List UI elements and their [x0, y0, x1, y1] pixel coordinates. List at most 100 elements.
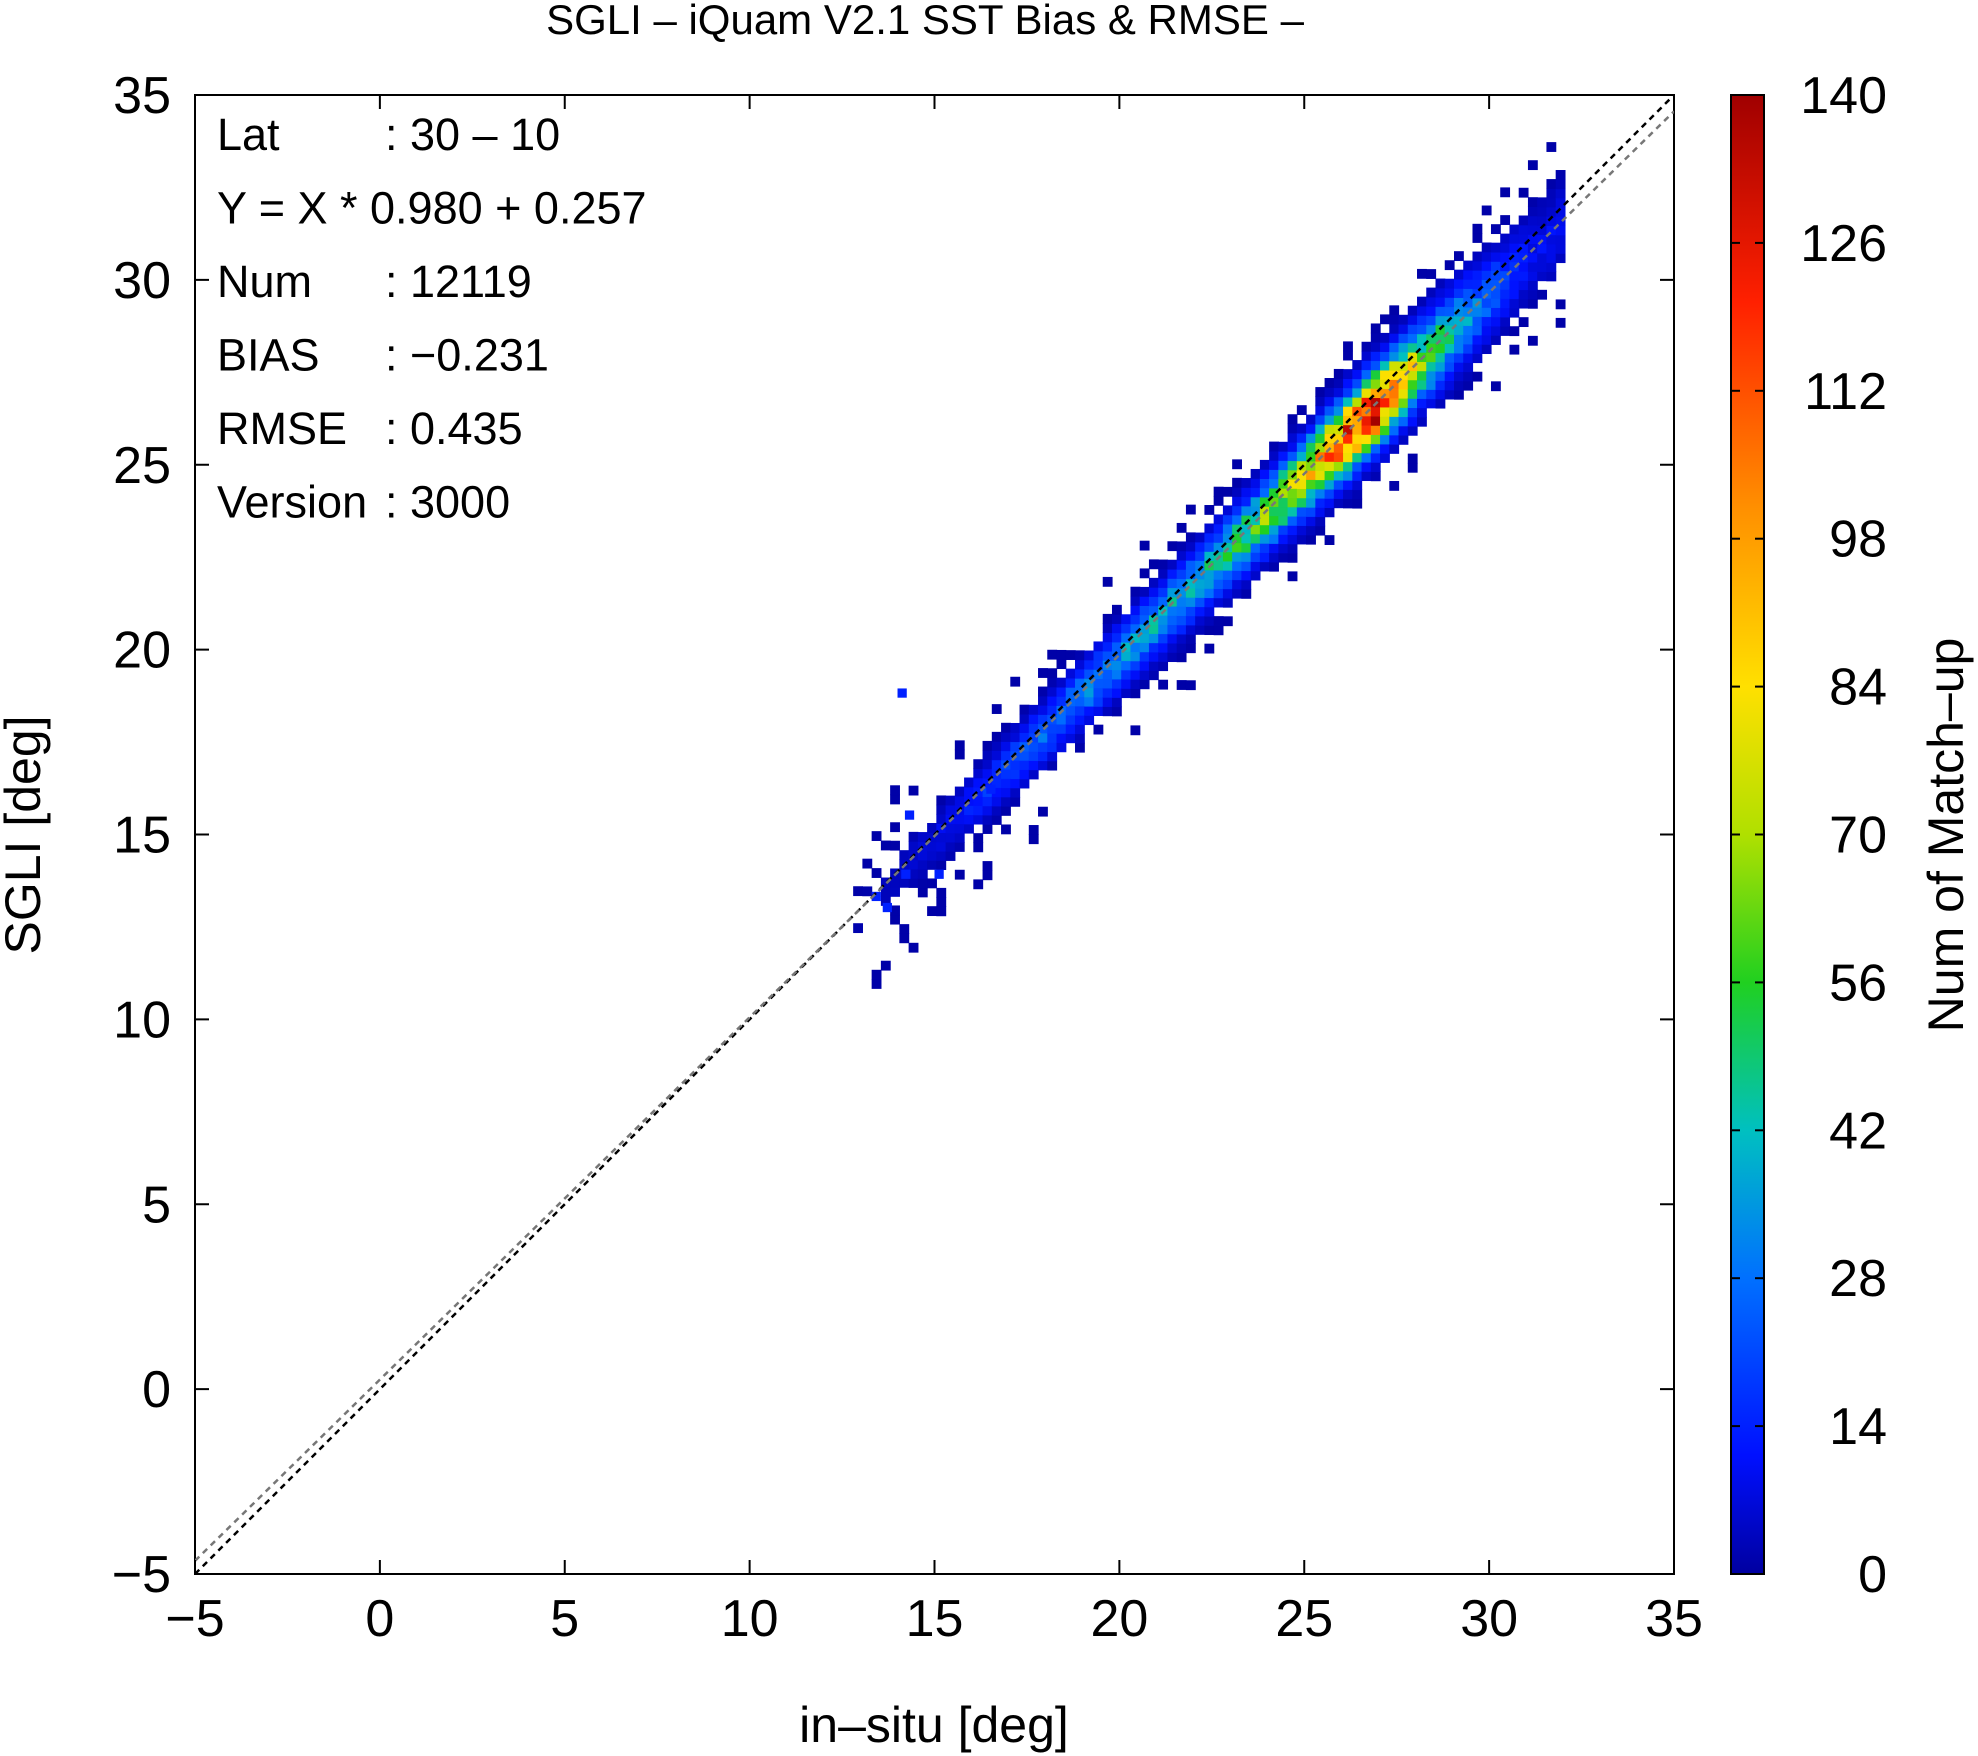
density-cell [936, 813, 947, 824]
density-cell [1490, 224, 1501, 235]
density-cell [1444, 352, 1455, 363]
density-cell [1213, 569, 1224, 580]
density-cell [1296, 479, 1307, 489]
density-cell [982, 796, 993, 807]
density-cell [1148, 559, 1159, 570]
density-cell [1407, 370, 1418, 381]
density-cell [1102, 678, 1113, 689]
density-cell [1426, 296, 1437, 307]
density-cell [1509, 224, 1520, 235]
density-cell [1195, 551, 1206, 561]
density-cell [1370, 471, 1381, 482]
density-cell [1065, 650, 1076, 660]
density-cell [1232, 579, 1242, 590]
density-cell [1139, 614, 1150, 625]
density-cell [1130, 725, 1141, 736]
density-cell [1518, 289, 1529, 300]
y-tick-label: 5 [142, 1176, 171, 1234]
density-cell [1204, 615, 1215, 626]
density-cell [1407, 305, 1418, 316]
y-tick-label: 25 [113, 437, 171, 495]
density-cell [1444, 306, 1455, 317]
density-cell [1380, 397, 1390, 408]
density-cell [1426, 315, 1437, 326]
density-cell [1472, 223, 1483, 234]
density-cell [1093, 687, 1104, 698]
density-cell [1084, 678, 1095, 689]
density-cell [1444, 278, 1455, 289]
density-cell [1158, 559, 1169, 570]
density-cell [1278, 451, 1289, 461]
density-cell [1028, 714, 1039, 724]
density-cell [1546, 271, 1557, 282]
density-cell [1444, 343, 1455, 354]
density-cell [1306, 507, 1316, 517]
density-cell [1380, 314, 1390, 325]
density-cell [1527, 271, 1538, 281]
density-cell [1555, 188, 1566, 199]
density-cell [991, 741, 1002, 751]
density-cell [1407, 342, 1418, 353]
density-cell [1158, 578, 1169, 588]
density-cell [1056, 686, 1067, 697]
density-cell [1527, 197, 1538, 208]
density-cell [1398, 342, 1409, 353]
x-tick-label: 20 [1090, 1590, 1148, 1648]
density-cell [1232, 487, 1242, 497]
density-cell [954, 814, 965, 825]
density-cell [1176, 569, 1187, 580]
density-cell [1259, 552, 1270, 563]
density-cell [1490, 261, 1501, 272]
density-cell [1084, 659, 1095, 670]
colorbar-title: Num of Match–up [1918, 638, 1974, 1033]
density-cell [1001, 750, 1011, 761]
density-cell [1398, 351, 1409, 362]
density-cell [1204, 569, 1215, 580]
density-cell [1454, 362, 1464, 372]
x-tick-label: 30 [1460, 1590, 1518, 1648]
y-tick-label: 30 [113, 252, 171, 310]
density-cell [1075, 678, 1085, 688]
colorbar-tick-label: 140 [1800, 67, 1887, 125]
density-cell [897, 688, 907, 698]
density-cell [1398, 324, 1409, 334]
density-cell [1232, 588, 1242, 599]
density-cell [1454, 325, 1464, 335]
density-cell [1417, 268, 1427, 279]
density-cell [1028, 834, 1039, 845]
density-cell [1435, 297, 1446, 307]
density-cell [1010, 741, 1021, 752]
density-cell [982, 870, 993, 881]
density-cell [1537, 262, 1548, 272]
density-cell [936, 841, 947, 852]
density-cell [1398, 425, 1409, 436]
density-cell [1010, 787, 1021, 798]
density-cell [908, 868, 919, 879]
density-cell [1306, 525, 1316, 536]
density-cell [1537, 243, 1548, 254]
density-cell [1426, 287, 1437, 298]
density-cell [1509, 270, 1520, 281]
density-cell [936, 860, 947, 870]
density-cell [1306, 497, 1316, 508]
density-cell [1306, 433, 1316, 443]
density-cell [1204, 578, 1215, 589]
density-cell [1537, 271, 1548, 282]
density-cell [917, 887, 928, 898]
density-cell [1213, 560, 1224, 571]
y-tick-label: −5 [112, 1546, 171, 1604]
density-cell [1111, 688, 1122, 698]
density-cell [1038, 705, 1048, 715]
density-cell [991, 787, 1002, 798]
density-cell [927, 878, 937, 889]
stat-value: : 30 – 10 [385, 109, 560, 160]
density-cell [1370, 434, 1381, 445]
x-tick-label: 0 [365, 1590, 394, 1648]
density-cell [1361, 434, 1372, 445]
density-cell [1241, 542, 1252, 553]
density-cell [1527, 335, 1538, 346]
density-cell [1269, 524, 1279, 535]
density-cell [1407, 388, 1418, 399]
density-cell [1047, 686, 1058, 697]
density-cell [1176, 606, 1187, 616]
